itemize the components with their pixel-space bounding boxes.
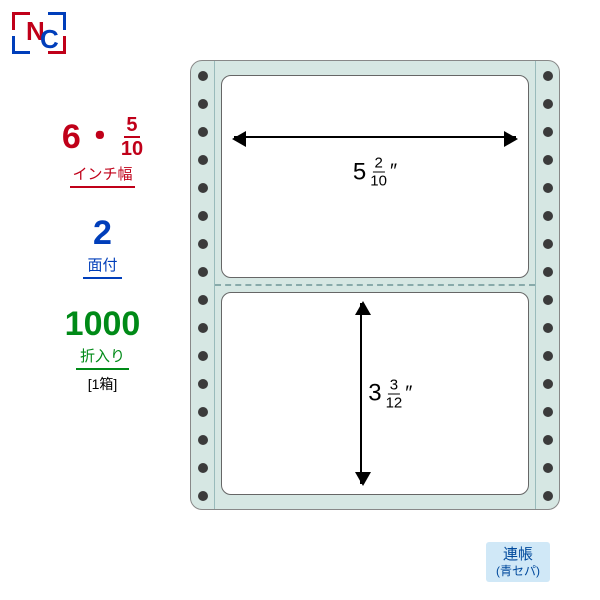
tractor-strip-right [535,61,559,509]
spec-faces-value: 2 [93,216,112,250]
spec-folds: 1000 折入り [1箱] [30,307,175,394]
tractor-hole [543,155,553,165]
tractor-hole [198,267,208,277]
spec-faces-label: 面付 [83,254,121,279]
tractor-hole [198,323,208,333]
tractor-hole [543,463,553,473]
form-type-tag: 連帳 (青セパ) [486,542,550,582]
height-num: 3 [388,377,400,394]
spec-width-label: インチ幅 [70,163,134,188]
spec-width-sep: ・ [83,120,117,154]
tractor-hole [543,491,553,501]
brand-logo: N C [8,8,70,63]
tractor-hole [198,435,208,445]
tractor-hole [198,407,208,417]
label-panel-top: 5 2 10 ″ [221,75,529,278]
tractor-hole [543,211,553,221]
height-den: 12 [386,394,403,410]
tractor-hole [543,183,553,193]
spec-width-whole: 6 [62,120,81,154]
tractor-hole [198,351,208,361]
tractor-hole [198,127,208,137]
tractor-hole [198,183,208,193]
spec-folds-extra: [1箱] [30,374,175,394]
tractor-hole [198,71,208,81]
tractor-hole [543,127,553,137]
tractor-hole [198,491,208,501]
tag-line1: 連帳 [496,546,540,564]
tractor-hole [543,435,553,445]
tractor-hole [543,407,553,417]
tractor-strip-left [191,61,215,509]
tractor-hole [198,99,208,109]
tractor-hole [543,379,553,389]
height-measure: 3 3 12 ″ [364,375,416,412]
width-den: 10 [370,173,387,189]
spec-folds-value: 1000 [65,307,141,341]
height-inch: ″ [405,382,412,405]
spec-width-den: 10 [121,138,143,159]
tractor-hole [543,99,553,109]
specs-column: 6 ・ 5 10 インチ幅 2 面付 1000 折入り [1箱] [30,115,175,422]
tractor-hole [543,71,553,81]
width-whole: 5 [353,158,366,186]
tractor-hole [198,211,208,221]
tractor-hole [543,323,553,333]
tractor-hole [543,267,553,277]
height-whole: 3 [368,380,381,408]
height-arrow [360,303,362,484]
label-sheet-diagram: 5 2 10 ″ 3 3 12 ″ [190,60,560,510]
spec-width-num: 5 [124,115,139,138]
tractor-hole [198,463,208,473]
spec-folds-label: 折入り [76,345,129,370]
tractor-hole [198,155,208,165]
holes-right [536,61,559,501]
fold-line [215,284,535,286]
tractor-hole [543,239,553,249]
tractor-hole [543,351,553,361]
width-arrow [234,136,516,138]
tractor-hole [543,295,553,305]
holes-left [191,61,214,501]
spec-width: 6 ・ 5 10 インチ幅 [30,115,175,188]
tractor-hole [198,379,208,389]
width-num: 2 [372,156,384,173]
logo-letter-c: C [40,24,59,54]
label-panels: 5 2 10 ″ 3 3 12 ″ [221,75,529,495]
spec-faces: 2 面付 [30,216,175,279]
tractor-hole [198,295,208,305]
page: N C 6 ・ 5 10 インチ幅 2 面付 1000 [0,0,600,600]
width-inch: ″ [390,161,397,184]
tractor-hole [198,239,208,249]
tag-line2: (青セパ) [496,564,540,578]
label-panel-bottom: 3 3 12 ″ [221,292,529,495]
width-measure: 5 2 10 ″ [353,156,397,189]
